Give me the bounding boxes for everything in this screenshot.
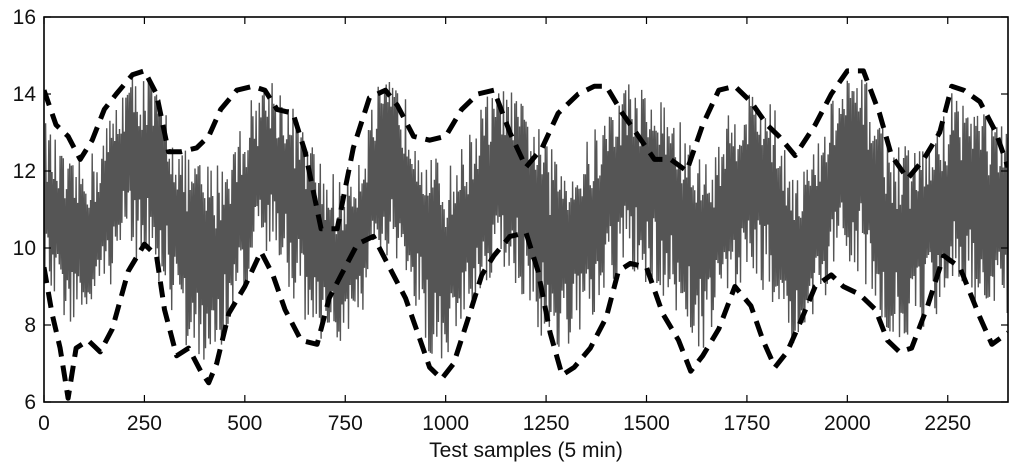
x-axis-title: Test samples (5 min) (429, 439, 623, 462)
x-tick-label: 250 (127, 412, 162, 435)
series-lower-bound-line (44, 230, 1008, 401)
series-signal-line (44, 78, 1008, 360)
y-tick-label: 16 (13, 6, 36, 29)
y-tick-label: 12 (13, 160, 36, 183)
x-tick-label: 1500 (623, 412, 670, 435)
x-tick-label: 0 (38, 412, 50, 435)
x-tick-label: 2250 (924, 412, 971, 435)
plot-area (44, 68, 1008, 401)
x-tick-label: 750 (328, 412, 363, 435)
x-tick-label: 1000 (422, 412, 469, 435)
plot-content (44, 68, 1008, 401)
x-tick-label: 1250 (523, 412, 570, 435)
series-upper-bound-line (44, 68, 1008, 232)
y-tick-label: 14 (13, 83, 37, 106)
y-tick-label: 10 (13, 237, 36, 260)
y-axis: 6 8 10 12 14 16 (13, 6, 1008, 414)
y-tick-label: 6 (24, 391, 36, 414)
x-tick-label: 2000 (824, 412, 871, 435)
y-tick-label: 8 (24, 314, 36, 337)
x-axis: 0 250 500 750 1000 1250 1500 1750 2000 2250 (38, 17, 971, 435)
x-tick-label: 1750 (724, 412, 771, 435)
plot-frame (43, 16, 1009, 403)
x-tick-label: 500 (227, 412, 262, 435)
